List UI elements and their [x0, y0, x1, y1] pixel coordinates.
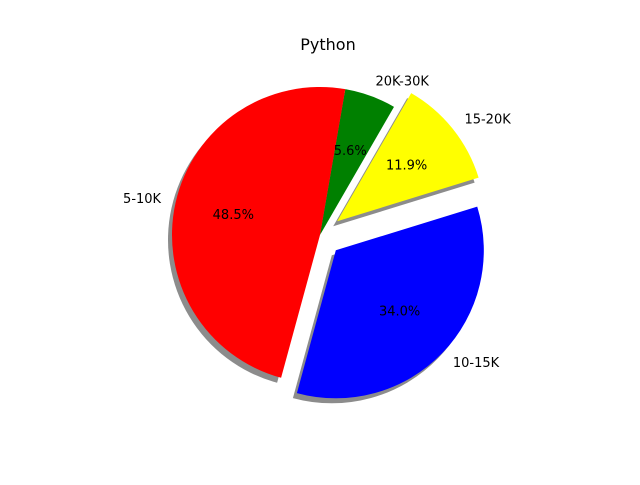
percent-label-10-15k: 34.0% — [379, 305, 420, 320]
slice-15-20k — [337, 93, 479, 222]
pie-slices — [171, 86, 484, 399]
category-label-5-10k: 5-10K — [123, 192, 162, 207]
chart-title: Python — [300, 35, 355, 54]
slice-5-10k — [171, 86, 346, 378]
category-label-10-15k: 10-15K — [453, 356, 500, 371]
category-label-20k-30k: 20K-30K — [375, 74, 429, 89]
pie-labels: 20K-30K 5.6% 5-10K 48.5% 10-15K 34.0% 15-20K 11… — [123, 74, 511, 371]
percent-label-15-20k: 11.9% — [386, 158, 427, 173]
slice-20k-30k — [320, 89, 394, 236]
slice-10-15k — [296, 206, 484, 399]
percent-label-5-10k: 48.5% — [213, 208, 254, 223]
category-label-15-20k: 15-20K — [464, 112, 511, 127]
percent-label-20k-30k: 5.6% — [334, 144, 367, 159]
